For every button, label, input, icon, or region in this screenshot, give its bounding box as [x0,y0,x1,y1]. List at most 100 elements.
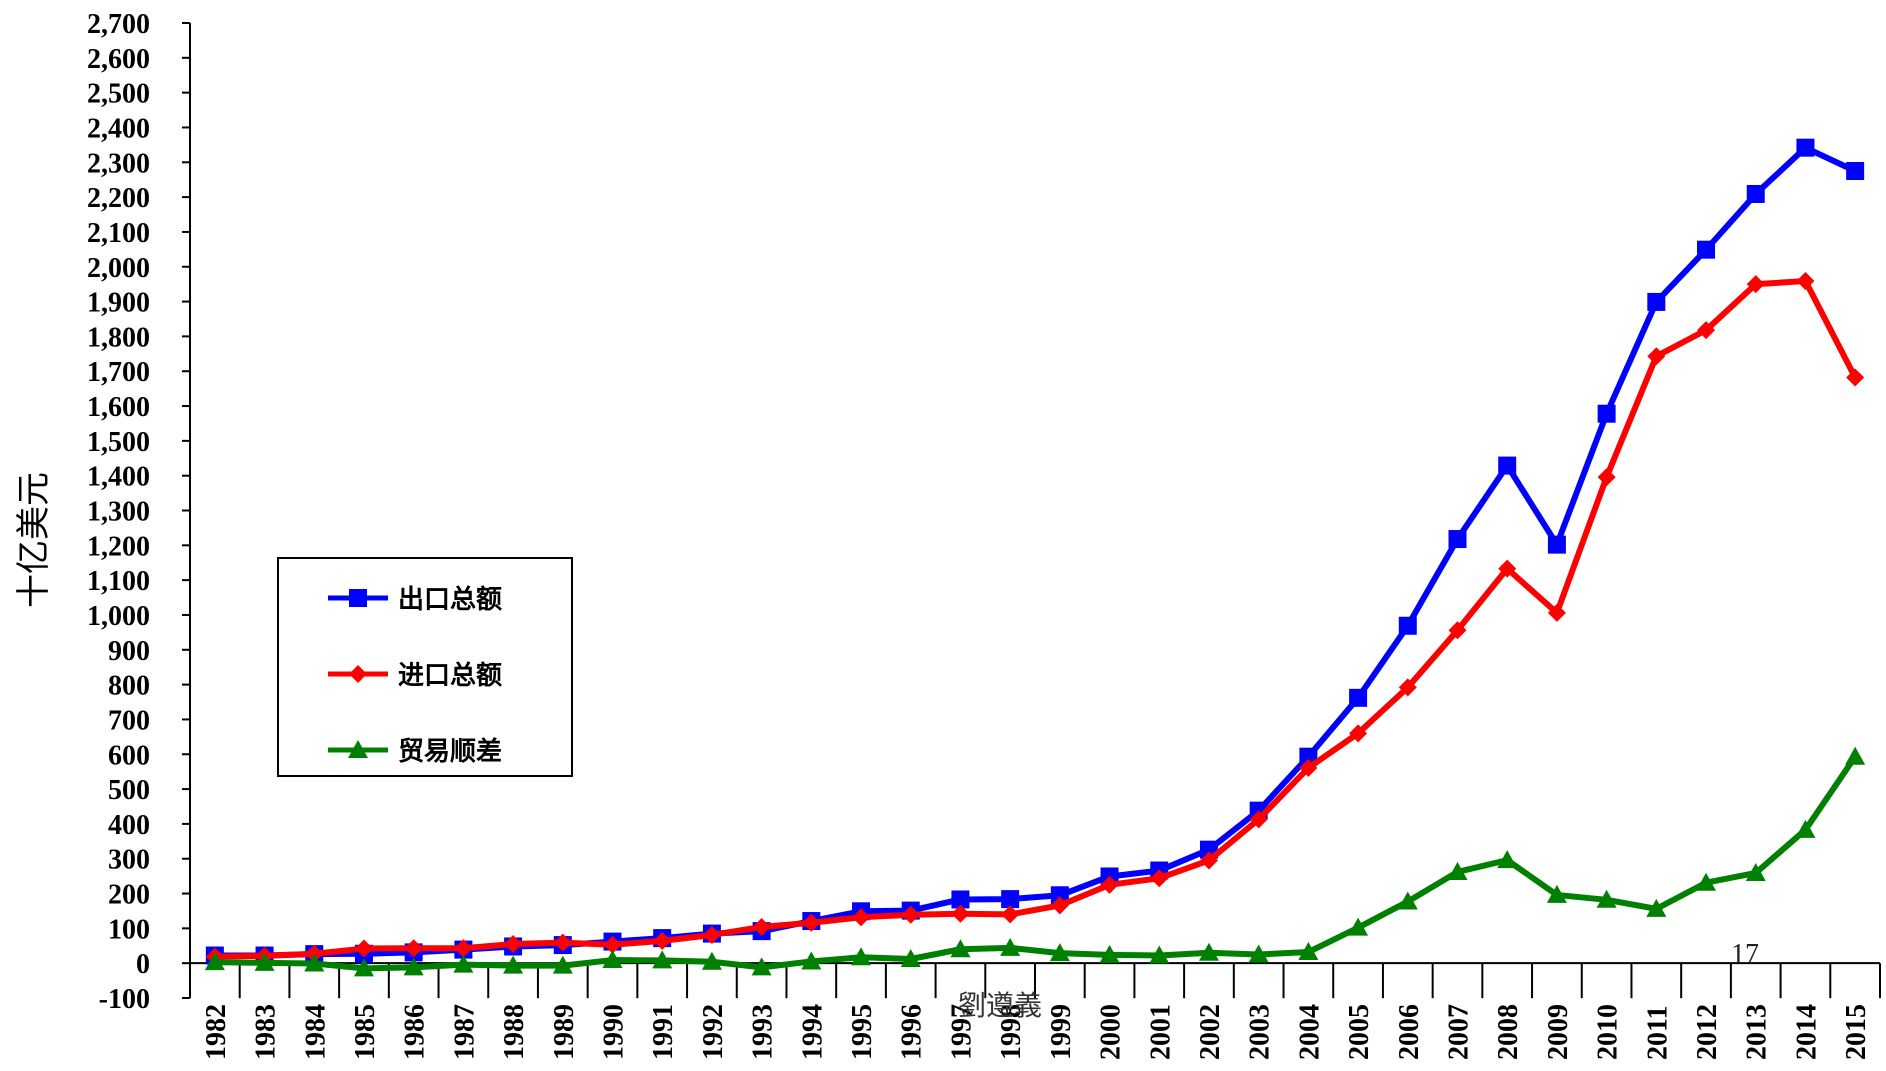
data-point-triangle [503,955,524,974]
y-tick-label: 1,800 [87,322,150,353]
data-point-triangle [1000,937,1021,956]
x-tick-label: 2015 [1841,1004,1872,1060]
data-point-triangle [851,947,872,966]
data-point-triangle [652,950,673,969]
data-point-triangle [1546,884,1567,903]
legend-label: 贸易顺差 [398,736,502,767]
legend-label: 进口总额 [398,661,502,691]
data-point-triangle [900,949,921,967]
data-point-square [1001,890,1020,909]
data-point-triangle [1646,898,1667,917]
annotation-page-number: 17 [1731,939,1759,970]
data-point-diamond [603,935,622,954]
series-line [214,144,1857,959]
y-tick-label: 500 [108,775,150,806]
y-tick-label: 2,000 [87,253,150,284]
y-tick-label: 1,400 [87,462,150,493]
series-group [204,138,1866,977]
y-tick-label: 300 [108,845,150,876]
y-tick-label: 2,700 [87,9,150,40]
data-point-square [951,890,970,909]
data-point-square [1448,530,1467,549]
y-axis-label: 十亿美元 [14,472,54,608]
data-point-diamond [1547,603,1566,622]
y-tick-label: 1,100 [87,566,150,597]
data-point-square [349,589,367,607]
data-point-triangle [204,952,225,971]
data-point-diamond [1150,869,1169,888]
y-tick-label: 1,000 [87,601,150,632]
x-tick-label: 1996 [897,1004,928,1060]
data-point-diamond [1398,678,1417,697]
data-point-diamond [1299,758,1318,777]
y-tick-label: 1,900 [87,288,150,319]
x-tick-label: 2002 [1195,1004,1226,1060]
data-point-diamond [1100,875,1119,894]
data-point-triangle [1447,861,1468,880]
data-point-triangle [353,958,374,977]
y-tick-label: 800 [108,671,150,702]
data-point-square [1597,404,1616,423]
x-tick-label: 2011 [1642,1006,1673,1060]
x-tick-label: 1986 [400,1004,431,1060]
x-tick-label: 1991 [648,1004,679,1060]
data-point-diamond [1647,347,1666,366]
x-tick-label: 1990 [599,1004,630,1060]
x-tick-label: 2008 [1493,1004,1524,1060]
legend-box [277,557,573,777]
data-point-diamond [1001,905,1020,924]
y-tick-label: 0 [136,949,150,980]
data-point-diamond [1050,896,1069,915]
x-tick-labels: 1982 1983 1984 1985 1986 1987 1988 1989 1990 1991… [201,1004,1872,1060]
data-point-square [1547,535,1566,554]
data-point-square [1846,161,1865,180]
data-point-triangle [1795,819,1816,838]
data-point-diamond [653,931,672,950]
data-point-diamond [1796,272,1815,291]
data-point-diamond [1199,851,1218,870]
y-tick-label: 2,300 [87,148,150,179]
data-point-triangle [1596,889,1617,908]
x-tick-label: 1987 [449,1004,480,1060]
data-point-diamond [702,925,721,944]
x-tick-label: 1984 [300,1004,331,1060]
data-point-square [1796,138,1815,157]
y-tick-label: 600 [108,740,150,771]
y-tick-label: 100 [108,914,150,945]
data-point-triangle [950,939,971,958]
y-tick-label: 1,200 [87,531,150,562]
data-point-triangle [602,950,623,969]
x-tick-label: 2000 [1096,1004,1127,1060]
data-point-diamond [1498,559,1517,578]
data-point-square [1498,456,1517,475]
x-tick-label: 1998 [996,1004,1027,1060]
data-point-triangle [801,951,822,970]
data-point-triangle [1198,942,1219,961]
data-point-triangle [453,954,474,973]
series-trade-surplus [204,746,1866,977]
y-tick-label: 2,500 [87,79,150,110]
y-tick-label: 2,200 [87,183,150,214]
y-tick-label: 1,500 [87,427,150,458]
data-point-diamond [1349,724,1368,743]
y-tick-label: 200 [108,880,150,911]
data-point-triangle [1845,746,1866,765]
x-tick-label: 2007 [1444,1004,1475,1060]
x-tick-label: 2009 [1543,1004,1574,1060]
legend-item: 进口总额 [328,661,502,691]
data-point-triangle [1497,850,1518,869]
x-tick-label: 1983 [251,1004,282,1060]
x-tick-label: 2012 [1692,1004,1723,1060]
data-point-diamond [752,917,771,936]
data-point-triangle [1049,943,1070,962]
data-point-diamond [901,905,920,924]
x-tick-label: 1985 [350,1004,381,1060]
y-tick-label: 900 [108,636,150,667]
y-tick-label: 2,600 [87,44,150,75]
x-tick-label: 2005 [1344,1004,1375,1060]
data-point-triangle [1696,872,1717,891]
x-tick-label: 1997 [946,1004,977,1060]
y-tick-label: 700 [108,705,150,736]
